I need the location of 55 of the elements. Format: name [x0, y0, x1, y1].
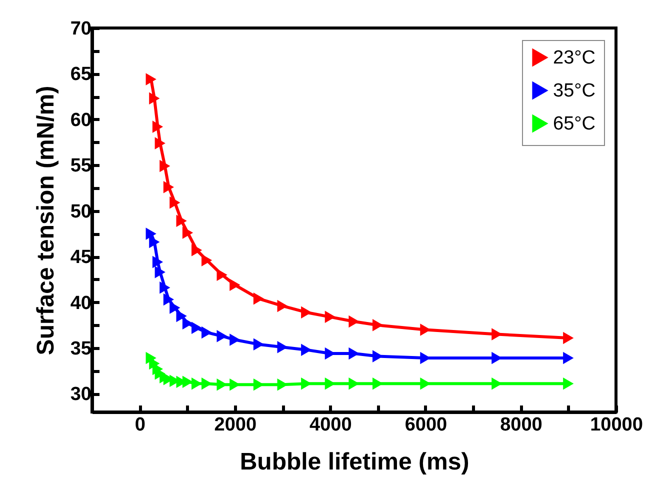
x-tick-label: 2000	[214, 414, 257, 436]
point	[160, 160, 170, 172]
point	[202, 254, 212, 266]
y-tick-label: 45	[70, 247, 92, 268]
point	[170, 196, 180, 209]
point	[216, 330, 228, 342]
point	[182, 226, 194, 239]
y-tick-label: 30	[70, 384, 92, 406]
point	[301, 306, 312, 318]
x-tick-label: 4000	[310, 414, 352, 436]
point	[230, 278, 240, 292]
legend-label: 65°C	[553, 114, 596, 134]
point	[216, 268, 228, 281]
y-tick-label: 65	[70, 64, 92, 86]
point	[253, 292, 264, 305]
y-tick-label: 35	[70, 338, 92, 360]
legend-label: 23°C	[553, 48, 596, 68]
point	[163, 180, 174, 194]
point	[230, 334, 240, 346]
point	[202, 326, 212, 339]
point	[152, 256, 164, 268]
y-tick-label: 60	[70, 110, 92, 131]
point	[176, 214, 187, 228]
point	[146, 73, 156, 86]
point	[563, 332, 574, 344]
x-tick-label: 8000	[500, 414, 542, 436]
point	[149, 236, 160, 248]
point	[324, 310, 336, 324]
point	[149, 92, 160, 105]
y-tick-label: 50	[70, 201, 92, 222]
point	[191, 244, 202, 256]
point	[277, 300, 288, 312]
point	[563, 378, 574, 390]
point	[170, 302, 180, 314]
legend-label: 35°C	[553, 80, 596, 102]
point	[146, 228, 156, 240]
point	[163, 293, 174, 306]
x-tick-label: 0	[134, 414, 146, 436]
x-axis-title: Bubble lifetime (ms)	[240, 448, 470, 476]
point	[301, 344, 312, 356]
y-tick-label: 40	[70, 292, 92, 314]
y-tick-label: 55	[70, 156, 92, 177]
point	[160, 282, 170, 294]
x-tick-label: 6000	[404, 414, 448, 436]
point	[277, 340, 288, 354]
point	[372, 319, 384, 332]
point	[152, 120, 164, 133]
y-axis-title: Surface tension (mN/m)	[32, 86, 60, 356]
point	[154, 266, 166, 278]
point	[563, 352, 574, 364]
y-tick-label: 70	[70, 18, 92, 40]
point	[348, 315, 360, 328]
point	[191, 322, 202, 334]
point	[154, 137, 166, 150]
x-tick-label: 10000	[590, 414, 643, 436]
